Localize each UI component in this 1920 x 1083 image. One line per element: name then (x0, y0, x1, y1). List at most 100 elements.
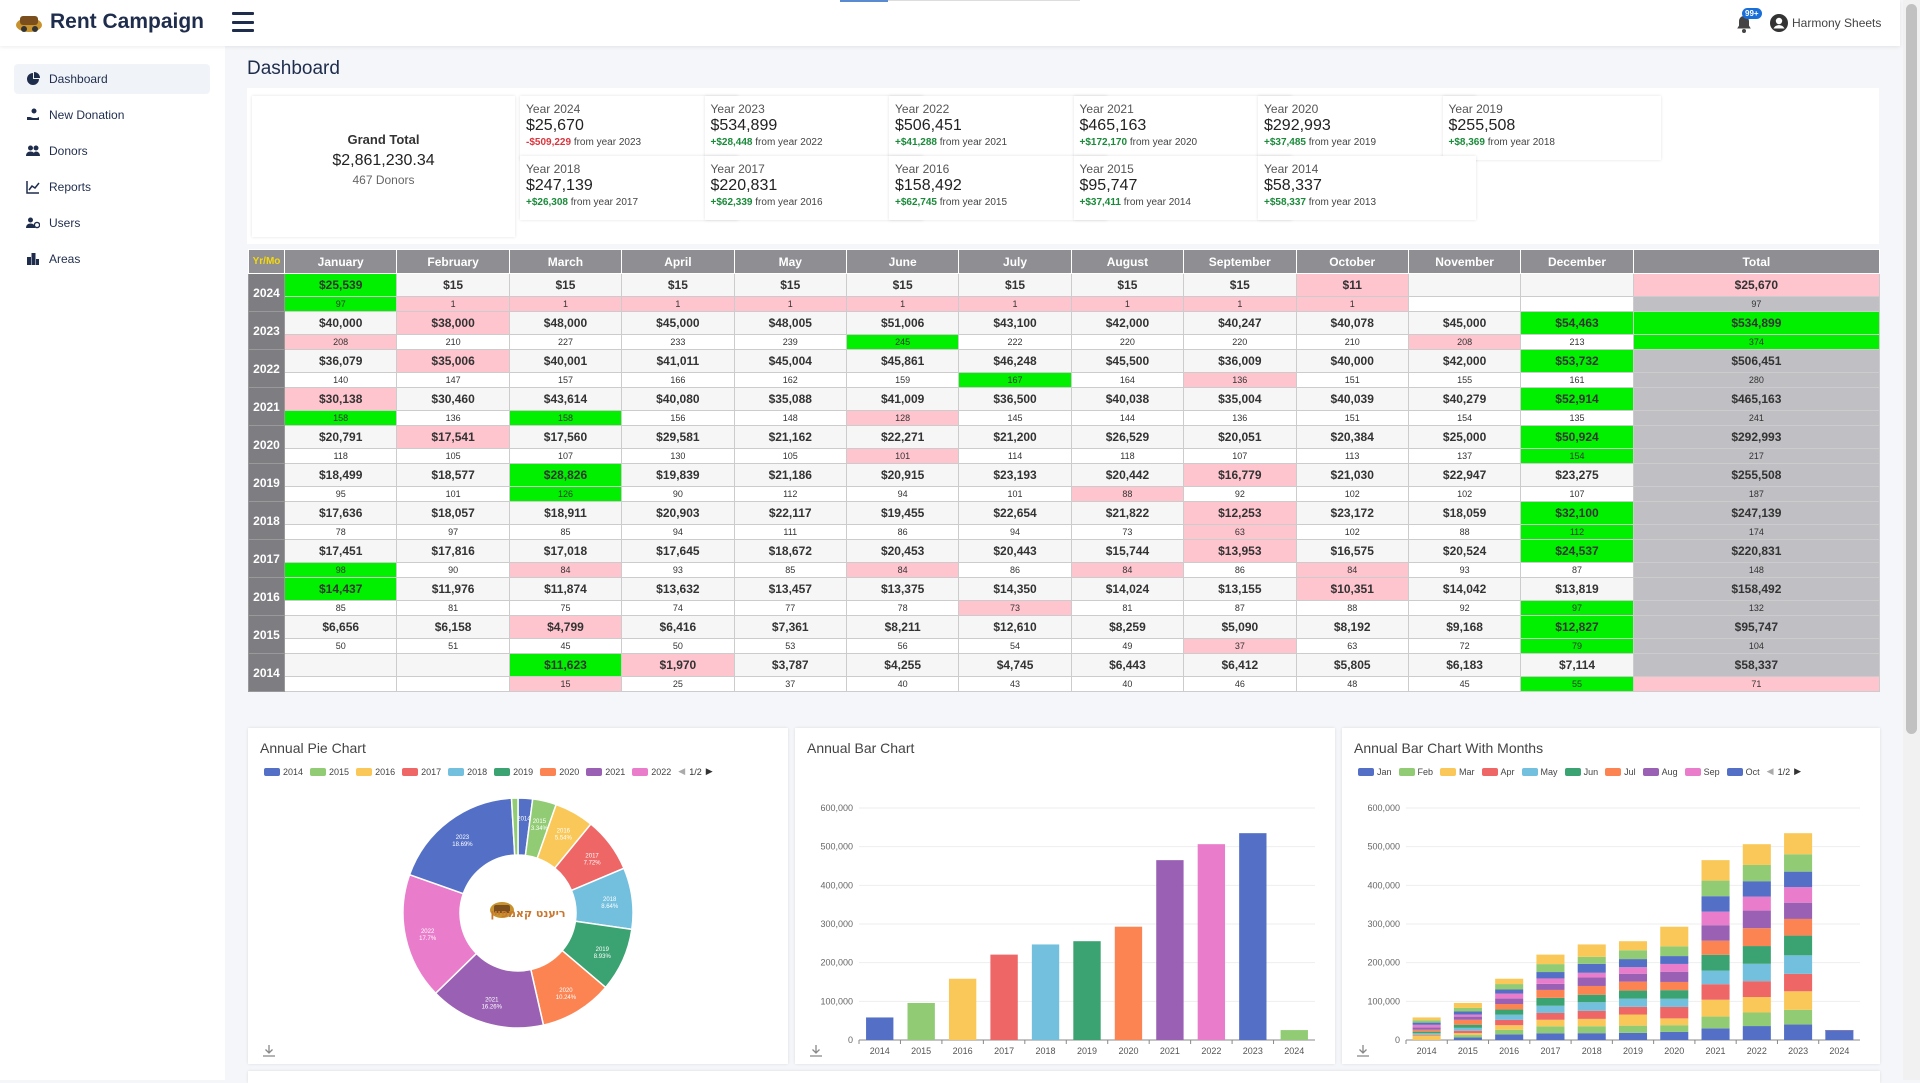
amount-cell[interactable]: $18,672 (733, 539, 847, 563)
count-cell[interactable]: 130 (621, 448, 735, 464)
count-cell[interactable]: 84 (845, 562, 960, 578)
count-cell[interactable]: 1 (508, 296, 623, 312)
stack-segment[interactable] (1660, 981, 1689, 991)
amount-cell[interactable]: $17,816 (396, 539, 510, 563)
count-cell[interactable]: 144 (1070, 410, 1185, 426)
amount-cell[interactable] (1520, 273, 1634, 297)
count-cell[interactable]: 63 (1183, 524, 1297, 540)
amount-cell[interactable]: $506,451 (1632, 349, 1881, 373)
amount-cell[interactable]: $14,350 (958, 577, 1072, 601)
stack-segment[interactable] (1577, 994, 1606, 1003)
amount-cell[interactable]: $18,059 (1407, 501, 1522, 525)
count-cell[interactable]: 107 (1183, 448, 1297, 464)
stack-segment[interactable] (1742, 946, 1771, 964)
stack-segment[interactable] (1577, 985, 1606, 995)
amount-cell[interactable]: $10,351 (1295, 577, 1409, 601)
stack-segment[interactable] (1618, 967, 1648, 974)
count-cell[interactable]: 113 (1295, 448, 1409, 464)
stack-segment[interactable] (1660, 971, 1689, 982)
count-cell[interactable]: 94 (621, 524, 735, 540)
count-cell[interactable]: 94 (845, 486, 960, 502)
stack-segment[interactable] (1495, 1014, 1524, 1020)
stack-segment[interactable] (1784, 991, 1813, 1010)
stack-segment[interactable] (1618, 998, 1648, 1007)
count-cell[interactable]: 1 (958, 296, 1072, 312)
count-cell[interactable]: 1 (396, 296, 510, 312)
amount-cell[interactable]: $13,457 (733, 577, 847, 601)
count-cell[interactable]: 166 (621, 372, 735, 388)
stack-segment[interactable] (1453, 1030, 1482, 1034)
stack-segment[interactable] (1784, 902, 1813, 919)
count-cell[interactable]: 210 (396, 334, 510, 350)
bar[interactable] (1114, 926, 1143, 1040)
count-cell[interactable]: 101 (396, 486, 510, 502)
legend-item[interactable]: Jul (1605, 767, 1636, 777)
count-cell[interactable]: 148 (1632, 562, 1881, 578)
amount-cell[interactable]: $20,443 (958, 539, 1072, 563)
bar[interactable] (1197, 844, 1226, 1040)
legend-item[interactable]: 2019 (494, 767, 533, 777)
count-cell[interactable]: 85 (733, 562, 847, 578)
amount-cell[interactable] (283, 653, 398, 677)
count-cell[interactable]: 111 (733, 524, 847, 540)
annual-stacked-bar-chart[interactable]: 0 100,000 200,000 300,000 400,000 500,000 600,… (1342, 728, 1880, 1064)
stack-segment[interactable] (1412, 1024, 1441, 1028)
count-cell[interactable]: 107 (508, 448, 623, 464)
count-cell[interactable]: 48 (1295, 676, 1409, 692)
count-cell[interactable]: 145 (958, 410, 1072, 426)
count-cell[interactable]: 151 (1295, 410, 1409, 426)
stack-segment[interactable] (1536, 1033, 1565, 1040)
count-cell[interactable]: 118 (283, 448, 398, 464)
amount-cell[interactable]: $15 (1070, 273, 1185, 297)
stack-segment[interactable] (1784, 854, 1813, 872)
amount-cell[interactable]: $43,100 (958, 311, 1072, 335)
count-cell[interactable]: 50 (621, 638, 735, 654)
count-cell[interactable]: 174 (1632, 524, 1881, 540)
stack-segment[interactable] (1784, 955, 1813, 974)
stack-segment[interactable] (1784, 1009, 1813, 1025)
count-cell[interactable]: 43 (958, 676, 1072, 692)
column-header[interactable]: February (396, 249, 510, 274)
count-cell[interactable]: 155 (1407, 372, 1522, 388)
amount-cell[interactable]: $11 (1295, 273, 1409, 297)
stack-segment[interactable] (1536, 1019, 1565, 1027)
count-cell[interactable]: 37 (733, 676, 847, 692)
sidebar-item-donors[interactable]: Donors (14, 136, 210, 166)
bar[interactable] (1239, 833, 1267, 1040)
stack-segment[interactable] (1618, 941, 1648, 951)
amount-cell[interactable]: $20,903 (621, 501, 735, 525)
amount-cell[interactable]: $22,117 (733, 501, 847, 525)
count-cell[interactable]: 71 (1632, 676, 1881, 692)
count-cell[interactable]: 157 (508, 372, 623, 388)
stack-segment[interactable] (1495, 978, 1524, 985)
sidebar-item-areas[interactable]: Areas (14, 244, 210, 274)
pie-slice[interactable] (510, 797, 519, 856)
stack-segment[interactable] (1412, 1022, 1441, 1025)
count-cell[interactable]: 164 (1070, 372, 1185, 388)
amount-cell[interactable]: $42,000 (1407, 349, 1522, 373)
stack-segment[interactable] (1536, 983, 1565, 990)
amount-cell[interactable]: $19,839 (621, 463, 735, 487)
stack-segment[interactable] (1495, 993, 1524, 999)
stack-segment[interactable] (1701, 880, 1730, 897)
count-cell[interactable]: 55 (1520, 676, 1634, 692)
amount-cell[interactable]: $11,623 (508, 653, 623, 677)
amount-cell[interactable]: $220,831 (1632, 539, 1881, 563)
stack-segment[interactable] (1701, 970, 1730, 985)
stack-segment[interactable] (1742, 881, 1771, 897)
legend-item[interactable]: May (1521, 767, 1558, 777)
amount-cell[interactable]: $20,791 (283, 425, 398, 449)
count-cell[interactable]: 213 (1520, 334, 1634, 350)
page-scrollbar[interactable] (1903, 0, 1920, 1080)
amount-cell[interactable]: $54,463 (1520, 311, 1634, 335)
stack-segment[interactable] (1701, 999, 1730, 1017)
count-cell[interactable]: 86 (1183, 562, 1297, 578)
count-cell[interactable]: 102 (1295, 486, 1409, 502)
legend-item[interactable]: 2020 (540, 767, 579, 777)
count-cell[interactable] (1407, 296, 1522, 312)
stack-segment[interactable] (1453, 1024, 1482, 1028)
count-cell[interactable]: 75 (508, 600, 623, 616)
stack-segment[interactable] (1742, 910, 1771, 929)
column-header[interactable]: April (621, 249, 735, 274)
count-cell[interactable]: 128 (845, 410, 960, 426)
